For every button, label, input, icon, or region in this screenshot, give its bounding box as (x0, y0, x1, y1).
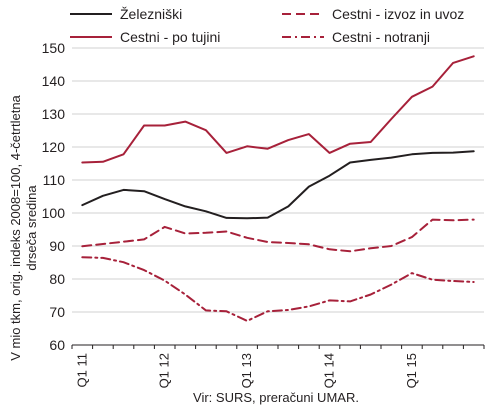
y-tick-label-100: 100 (42, 205, 66, 221)
y-tick-label-70: 70 (49, 304, 65, 320)
y-tick-label-120: 120 (42, 139, 66, 155)
y-axis: 60 70 80 90 100 110 120 130 140 150 (42, 40, 66, 353)
y-tick-label-80: 80 (49, 271, 65, 287)
series-line-1 (81, 150, 475, 220)
series-line-4 (81, 256, 475, 322)
source-note: Vir: SURS, preračuni UMAR. (193, 390, 359, 405)
x-tick-label-q1-15: Q1 15 (404, 353, 419, 388)
y-axis-label-line1: V mio tkm, orig. indeks 2008=100, 4-četr… (8, 94, 23, 360)
x-tick-label-q1-13: Q1 13 (239, 353, 254, 388)
legend-label-1: Železniški (120, 6, 182, 22)
y-tick-label-90: 90 (49, 238, 65, 254)
series-line-3 (81, 55, 475, 164)
x-axis: Q1 11 Q1 12 Q1 13 Q1 14 Q1 15 (71, 344, 485, 388)
series-layer (81, 55, 475, 322)
x-tick-label-q1-11: Q1 11 (74, 353, 89, 387)
series-line-2 (81, 218, 475, 253)
legend: Železniški Cestni - izvoz in uvoz Cestni -… (70, 6, 464, 45)
legend-label-3: Cestni - po tujini (120, 29, 220, 45)
y-tick-label-60: 60 (49, 337, 65, 353)
legend-label-2: Cestni - izvoz in uvoz (332, 6, 464, 22)
y-tick-label-150: 150 (42, 40, 66, 56)
y-tick-label-130: 130 (42, 106, 66, 122)
y-tick-label-110: 110 (43, 172, 66, 188)
x-tick-label-q1-14: Q1 14 (322, 353, 337, 388)
legend-label-4: Cestni - notranji (332, 29, 430, 45)
x-tick-label-q1-12: Q1 12 (157, 353, 172, 388)
y-tick-label-140: 140 (42, 73, 66, 89)
y-axis-label-line2: drseča sredina (24, 185, 39, 271)
